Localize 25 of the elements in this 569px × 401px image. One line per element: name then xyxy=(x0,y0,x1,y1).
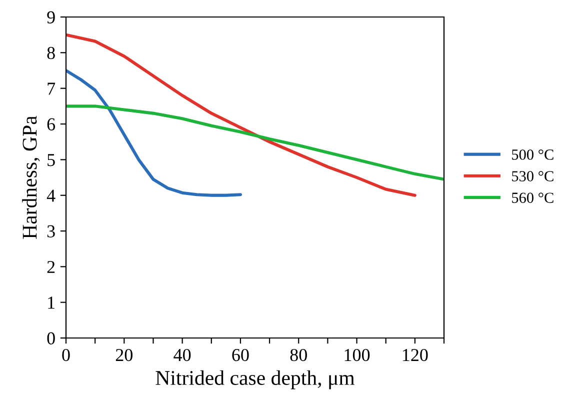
x-tick-label: 20 xyxy=(116,348,132,362)
x-tick-label: 60 xyxy=(232,348,249,362)
x-tick-label: 40 xyxy=(174,348,191,362)
y-tick-label: 3 xyxy=(47,225,55,238)
y-tick-label: 0 xyxy=(47,332,55,344)
x-tick-label: 100 xyxy=(344,348,370,362)
line-series xyxy=(66,33,416,197)
y-tick-label: 2 xyxy=(47,260,55,273)
y-tick-label: 6 xyxy=(47,118,56,130)
legend-label: 560 °C xyxy=(512,192,554,203)
y-tick-label: 1 xyxy=(48,296,54,309)
x-axis-title: Nitrided case depth, μm xyxy=(156,370,355,390)
y-tick-label: 8 xyxy=(47,46,55,60)
legend-label: 500 °C xyxy=(512,149,554,160)
y-tick-label: 7 xyxy=(48,82,56,95)
x-tick-label: 0 xyxy=(62,348,70,362)
x-tick-label: 80 xyxy=(290,348,307,362)
y-axis-title: Hardness, GPa xyxy=(22,116,40,239)
line-series xyxy=(66,68,242,197)
y-tick-label: 9 xyxy=(47,11,55,24)
y-tick-label: 4 xyxy=(46,190,56,202)
y-tick-label: 5 xyxy=(48,154,55,166)
legend-label: 530 °C xyxy=(512,171,554,182)
x-tick-label: 120 xyxy=(402,348,428,362)
line-series xyxy=(66,104,444,181)
